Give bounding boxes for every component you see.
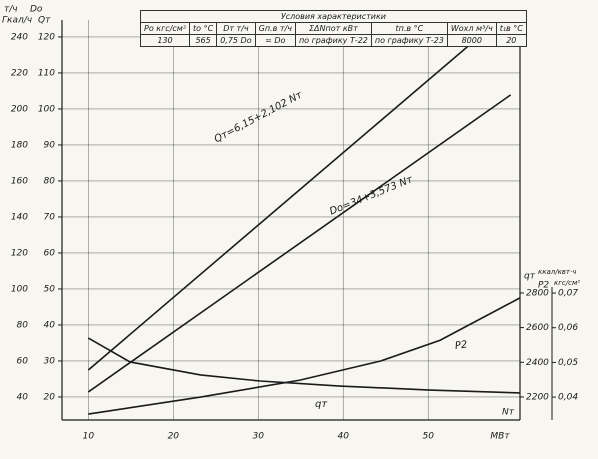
- x-tick-label: 40: [338, 432, 350, 442]
- y3-tick-label: 2600: [526, 323, 549, 333]
- table-header: tп.в °C: [370, 22, 448, 35]
- y3-axis-label: qт: [524, 272, 536, 282]
- series-label: Qт=6,15+2,102 Nт: [213, 89, 306, 145]
- series-line: [87, 337, 521, 394]
- y2-tick-label: 30: [44, 356, 56, 366]
- table-header: ΣΔNпот кВт: [294, 22, 372, 35]
- y2-tick-label: 80: [44, 176, 56, 186]
- table-cell: по графику Т-22: [294, 34, 372, 47]
- table-cell: по графику Т-23: [370, 34, 448, 47]
- table-cell: 130: [139, 34, 191, 47]
- x-tick-label: 50: [423, 432, 435, 442]
- y4-tick-label: 0,04: [558, 393, 578, 403]
- y4-axis-unit: кгс/см²: [554, 279, 580, 287]
- y3-axis-unit: ккал/квт·ч: [538, 268, 576, 276]
- y-tick-label: 240: [11, 32, 28, 42]
- y2-tick-label: 20: [44, 392, 56, 402]
- y4-axis-label: P2: [538, 281, 549, 291]
- series-label: Dо=34+3,573 Nт: [328, 174, 415, 218]
- y2-tick-label: 90: [44, 140, 56, 150]
- table-header: Dт т/ч: [216, 22, 256, 35]
- table-header: t₁в °C: [495, 22, 527, 35]
- y3-tick-label: 2800: [526, 288, 549, 298]
- x-axis-label: Nт: [502, 408, 515, 418]
- table-cell: 20: [495, 34, 527, 47]
- table-cell: 0,75 Dо: [216, 34, 256, 47]
- y-tick-label: 60: [17, 356, 29, 366]
- y4-tick-label: 0,07: [558, 289, 578, 299]
- y-tick-label: 120: [11, 248, 28, 258]
- y4-tick-label: 0,05: [558, 358, 578, 368]
- x-tick-label: 30: [253, 432, 265, 442]
- y2-axis-unit: Гкал/ч: [2, 16, 32, 26]
- y-tick-label: 160: [11, 176, 28, 186]
- y2-tick-label: 120: [38, 32, 55, 42]
- y3-tick-label: 2400: [526, 358, 549, 368]
- y2-tick-label: 60: [44, 248, 56, 258]
- y-tick-label: 100: [11, 284, 28, 294]
- series-line: [87, 19, 500, 371]
- y2-axis-label: Qт: [38, 16, 51, 26]
- conditions-table: Условия характеристики Pо кгс/см² tо °C …: [139, 10, 527, 47]
- series-line: [87, 94, 512, 393]
- y2-tick-label: 100: [38, 104, 55, 114]
- y2-tick-label: 70: [44, 212, 56, 222]
- y-axis-unit: т/ч: [4, 5, 18, 15]
- table-header: tо °C: [189, 22, 218, 35]
- series-label: P2: [454, 339, 468, 352]
- table-header: Gп.в т/ч: [254, 22, 296, 35]
- table-cell: 565: [189, 34, 218, 47]
- y4-tick-label: 0,06: [558, 323, 578, 333]
- y-axis-label: Dо: [30, 5, 43, 15]
- y2-tick-label: 40: [44, 320, 56, 330]
- series-line: [88, 297, 521, 415]
- y-tick-label: 180: [11, 140, 28, 150]
- x-axis-unit: МВт: [490, 432, 510, 442]
- y-tick-label: 220: [11, 68, 28, 78]
- y2-tick-label: 110: [38, 68, 55, 78]
- table-title: Условия характеристики: [140, 10, 527, 23]
- series-label: qт: [315, 399, 328, 410]
- table-header: Pо кгс/см²: [139, 22, 191, 35]
- table-cell: 8000: [446, 34, 497, 47]
- y3-tick-label: 2200: [526, 392, 549, 402]
- table-cell: = Dо: [254, 34, 296, 47]
- y-tick-label: 200: [11, 104, 28, 114]
- y2-tick-label: 50: [44, 284, 56, 294]
- x-tick-label: 20: [168, 432, 180, 442]
- x-tick-label: 10: [83, 432, 95, 442]
- y-tick-label: 140: [11, 212, 28, 222]
- y-tick-label: 80: [17, 320, 29, 330]
- table-header: Wохл м³/ч: [446, 22, 497, 35]
- y-tick-label: 40: [17, 392, 29, 402]
